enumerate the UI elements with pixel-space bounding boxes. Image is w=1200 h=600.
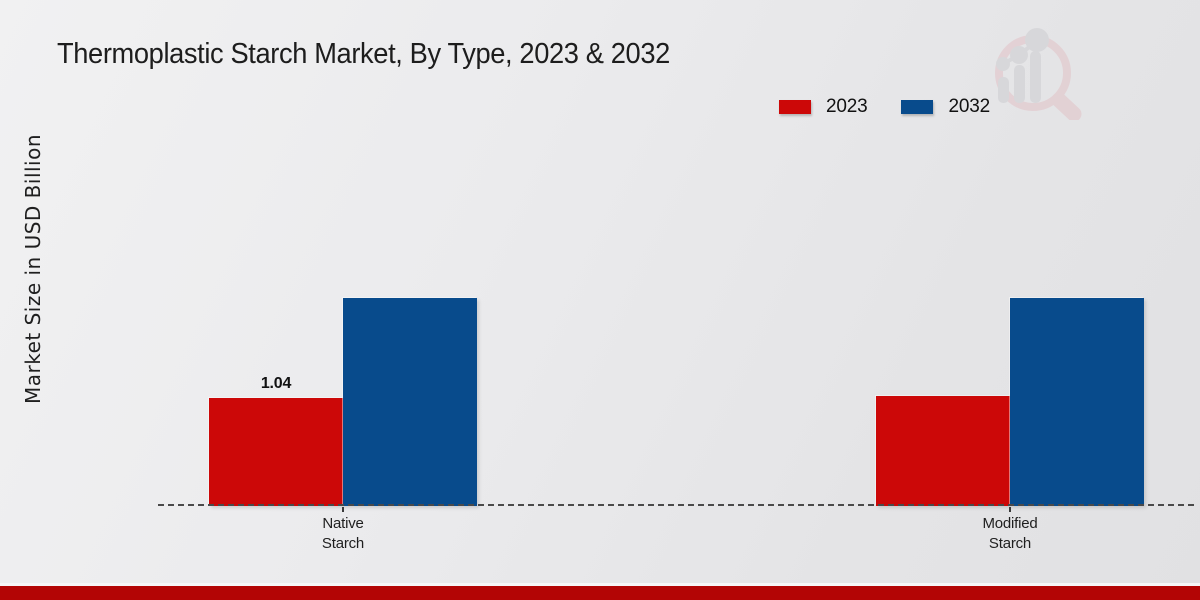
bar-2023-native-starch — [209, 398, 343, 506]
bar-value-label: 1.04 — [260, 375, 292, 392]
bar-2032-native-starch — [343, 298, 477, 506]
market-research-logo-watermark-icon — [995, 28, 1082, 120]
x-tick-label-modified-starch: Modified Starch — [982, 515, 1038, 552]
chart-title: Thermoplastic Starch Market, By Type, 20… — [57, 38, 670, 70]
footer-divider — [0, 583, 1200, 586]
x-axis-baseline — [158, 504, 1194, 506]
x-tick-label-native-starch: Native Starch — [321, 515, 365, 552]
legend-item-2023: 2023 — [779, 96, 868, 118]
legend-swatch-2032 — [901, 100, 934, 114]
x-axis-tick — [342, 507, 344, 512]
legend-swatch-2023 — [779, 100, 811, 114]
legend-label: 2032 — [948, 96, 990, 117]
bar-2032-modified-starch — [1010, 298, 1144, 506]
bar-2023-modified-starch — [876, 396, 1010, 506]
chart-legend: 2023 2032 — [779, 96, 990, 118]
footer-accent-bar — [0, 586, 1200, 600]
x-axis-tick — [1009, 507, 1011, 512]
legend-item-2032: 2032 — [901, 96, 990, 118]
legend-label: 2023 — [826, 96, 868, 117]
